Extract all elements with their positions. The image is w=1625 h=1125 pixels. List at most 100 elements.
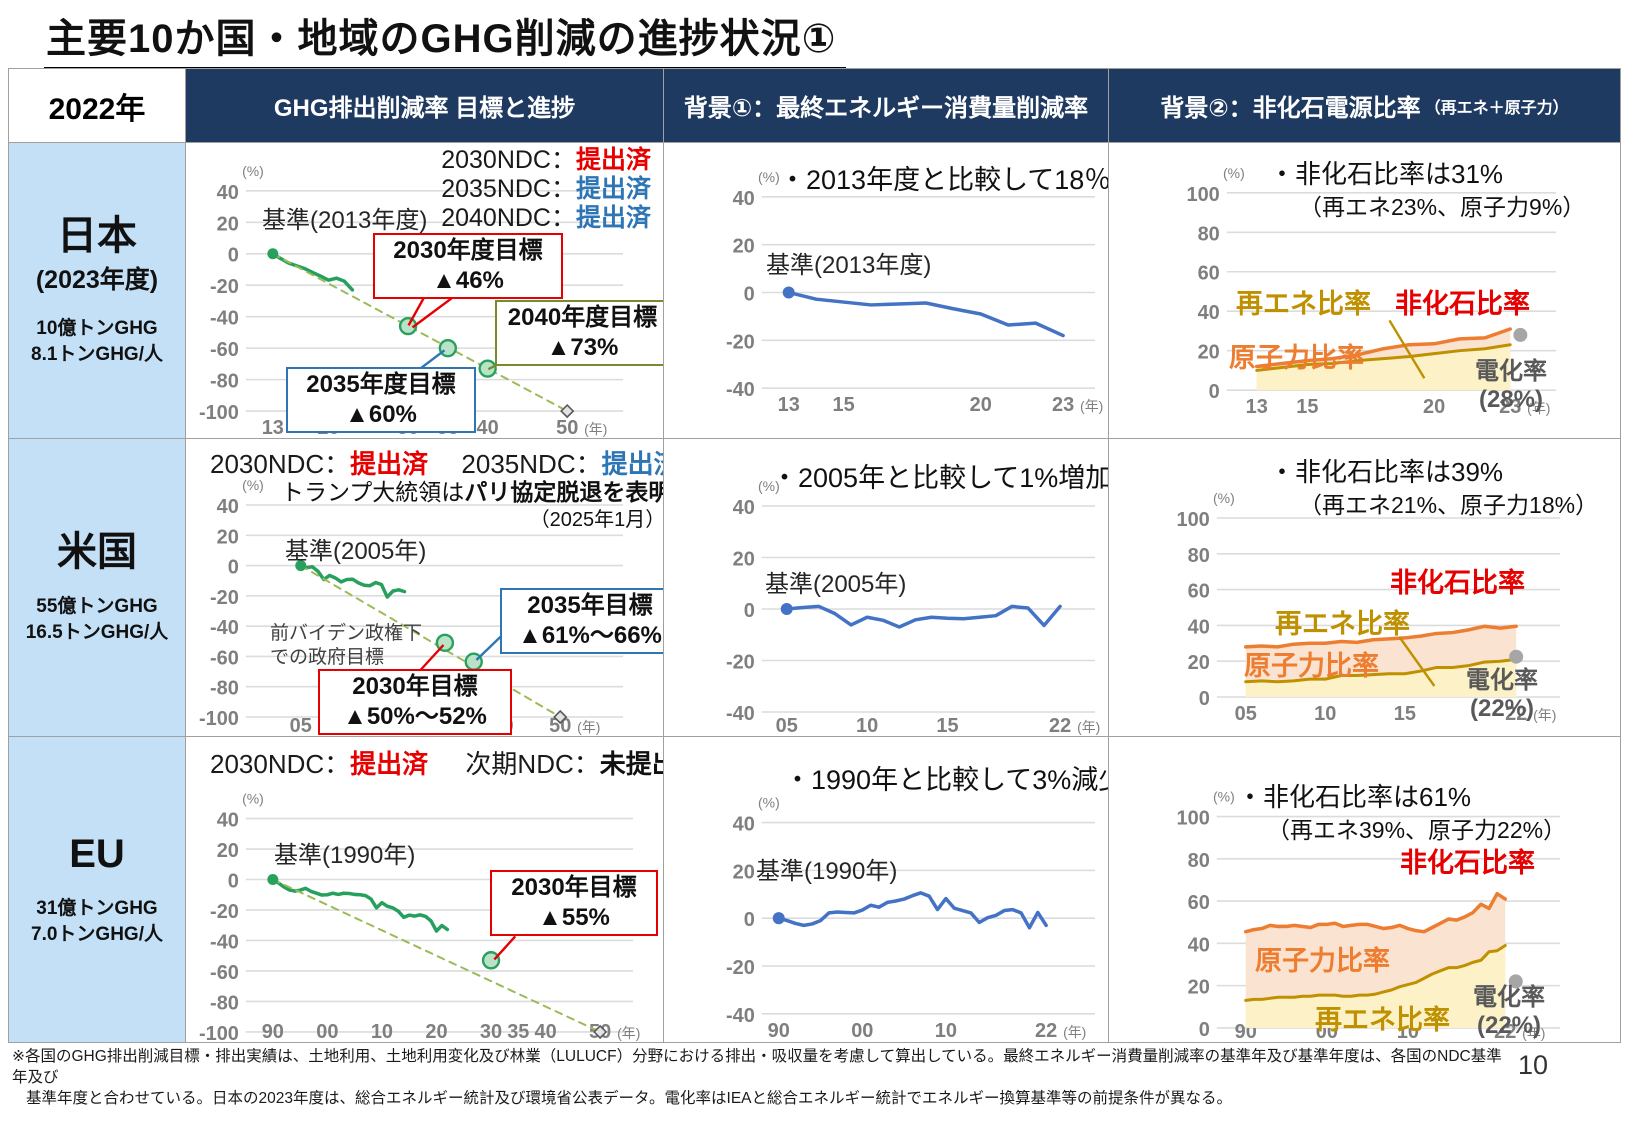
svg-text:90: 90: [262, 1021, 284, 1042]
svg-text:-80: -80: [210, 992, 239, 1014]
svg-text:-60: -60: [210, 339, 239, 361]
footnote-line-2: 基準年度と合わせている。日本の2023年度は、総合エネルギー統計及び環境省公表デ…: [26, 1090, 1233, 1107]
svg-text:-40: -40: [210, 931, 239, 953]
footnote: ※各国のGHG排出削減目標・排出実績は、土地利用、土地利用変化及び林業（LULU…: [12, 1046, 1512, 1109]
svg-text:80: 80: [1188, 545, 1210, 567]
chart-cell-eu-ghg: 40200-20-40-60-80-100(%)9000102030354050…: [186, 737, 664, 1043]
svg-text:-60: -60: [210, 962, 239, 984]
svg-text:-40: -40: [726, 703, 755, 725]
svg-text:20: 20: [217, 526, 239, 548]
eu-energy-summary: ・1990年と比較して3%減少: [784, 765, 1109, 795]
svg-text:(年): (年): [1077, 719, 1100, 735]
svg-text:100: 100: [1177, 808, 1210, 830]
svg-text:-40: -40: [210, 308, 239, 330]
svg-text:60: 60: [1188, 892, 1210, 914]
svg-text:40: 40: [477, 417, 499, 438]
svg-text:-100: -100: [199, 708, 239, 730]
eu-power-summary: ・非化石比率は61%: [1237, 782, 1472, 812]
svg-text:50: 50: [556, 417, 578, 438]
svg-text:10: 10: [1314, 703, 1336, 725]
chart-cell-japan-power: 100 80 60 40 20 0 (%) 13 15 20 23 (年) ・非化石比率は31% （再…: [1109, 143, 1621, 439]
page-title: 主要10か国・地域のGHG削減の進捗状況①: [44, 6, 847, 72]
eu-baseline-label: 基準(1990年): [274, 842, 416, 869]
svg-text:100: 100: [1186, 184, 1219, 206]
svg-text:90: 90: [768, 1020, 790, 1042]
us-nonfossil-label: 非化石比率: [1390, 568, 1525, 598]
svg-text:(年): (年): [1527, 400, 1550, 416]
svg-text:22: 22: [1505, 703, 1527, 725]
svg-text:0: 0: [744, 600, 755, 622]
japan-energy-baseline: 基準(2013年度): [766, 252, 932, 279]
svg-text:40: 40: [733, 188, 755, 210]
svg-text:22: 22: [1035, 1020, 1057, 1042]
eu-renewable-label: 再エネ比率: [1315, 1005, 1450, 1035]
svg-text:05: 05: [776, 715, 798, 736]
svg-text:00: 00: [851, 1020, 873, 1042]
svg-text:10: 10: [371, 1021, 393, 1042]
svg-text:-40: -40: [210, 617, 239, 639]
us-power-chart: 100 80 60 40 20 0 (%) 05 10 15 22 (年): [1177, 490, 1561, 725]
svg-text:80: 80: [1198, 223, 1220, 245]
us-energy-chart: 40 20 0 -20 -40 (%) 05 10 15 22 (年): [726, 478, 1100, 736]
column-header-ghg: GHG排出削減率 目標と進捗: [186, 69, 664, 143]
us-2035-target-callout: 2035年目標 ▲61%～66%: [500, 588, 663, 654]
svg-text:23: 23: [1052, 394, 1074, 416]
us-biden-note: 前バイデン政権下 での政府目標: [270, 623, 423, 668]
svg-text:15: 15: [1394, 703, 1416, 725]
svg-text:20: 20: [970, 394, 992, 416]
japan-ndc-status: 2030NDC：提出済 2035NDC：提出済 2040NDC：提出済: [441, 146, 651, 232]
japan-power-summary: ・非化石比率は31%: [1269, 159, 1504, 189]
svg-text:05: 05: [290, 715, 312, 736]
svg-text:20: 20: [1423, 396, 1445, 418]
svg-text:-20: -20: [210, 587, 239, 609]
svg-text:-20: -20: [210, 901, 239, 923]
svg-text:00: 00: [316, 1021, 338, 1042]
us-renewable-label: 再エネ比率: [1275, 609, 1410, 639]
svg-text:-100: -100: [199, 402, 239, 424]
svg-text:60: 60: [1188, 581, 1210, 603]
svg-text:20: 20: [733, 861, 755, 883]
svg-text:20: 20: [1188, 977, 1210, 999]
svg-text:35: 35: [507, 1021, 529, 1042]
eu-energy-baseline: 基準(1990年): [756, 858, 898, 885]
japan-percapita-ghg: 8.1トンGHG/人: [31, 343, 163, 365]
svg-text:(%): (%): [758, 169, 780, 185]
chart-cell-eu-power: 100 80 60 40 20 0 (%) 90 00 10 22 (年) ・非化石比率は61% （再…: [1109, 737, 1621, 1043]
svg-text:20: 20: [217, 840, 239, 862]
japan-2030-target-callout: 2030年度目標 ▲46%: [373, 233, 563, 299]
svg-text:0: 0: [1209, 381, 1220, 403]
svg-text:-20: -20: [726, 957, 755, 979]
svg-text:15: 15: [1296, 396, 1318, 418]
eu-power-summary-detail: （再エネ39%、原子力22%）: [1267, 817, 1567, 843]
eu-percapita-ghg: 7.0トンGHG/人: [31, 923, 163, 945]
svg-text:30: 30: [480, 1021, 502, 1042]
svg-text:40: 40: [733, 497, 755, 519]
chart-cell-us-energy: 40 20 0 -20 -40 (%) 05 10 15 22 (年) ・2005年と比較して1%増…: [664, 439, 1109, 737]
svg-text:40: 40: [534, 1021, 556, 1042]
svg-text:(年): (年): [584, 421, 607, 437]
japan-2035-target-callout: 2035年度目標 ▲60%: [286, 367, 476, 433]
svg-text:(年): (年): [1533, 707, 1556, 723]
svg-text:50: 50: [549, 715, 571, 736]
japan-power-chart: 100 80 60 40 20 0 (%) 13 15 20 23 (年): [1186, 165, 1557, 418]
us-energy-baseline: 基準(2005年): [765, 571, 907, 598]
year-header-cell: 2022年: [9, 69, 186, 143]
svg-text:20: 20: [217, 213, 239, 235]
svg-text:-20: -20: [726, 651, 755, 673]
japan-baseline-label: 基準(2013年度): [262, 207, 428, 234]
svg-text:(年): (年): [577, 719, 600, 735]
svg-text:40: 40: [217, 496, 239, 518]
svg-text:(年): (年): [1080, 398, 1103, 414]
svg-text:22: 22: [1049, 715, 1071, 736]
svg-text:20: 20: [733, 548, 755, 570]
us-2030-target-callout: 2030年目標 ▲50%～52%: [318, 669, 512, 735]
svg-text:(%): (%): [1223, 165, 1245, 181]
japan-energy-chart: 40 20 0 -20 -40 (%) 13 15 20 23 (年): [726, 169, 1103, 416]
us-power-summary-detail: （再エネ21%、原子力18%）: [1299, 492, 1599, 518]
row-label-us: 米国 55億トンGHG 16.5トンGHG/人: [9, 439, 186, 737]
svg-text:0: 0: [744, 283, 755, 305]
us-energy-summary: ・2005年と比較して1%増加: [771, 463, 1109, 493]
svg-text:-60: -60: [210, 647, 239, 669]
svg-text:100: 100: [1177, 509, 1210, 531]
